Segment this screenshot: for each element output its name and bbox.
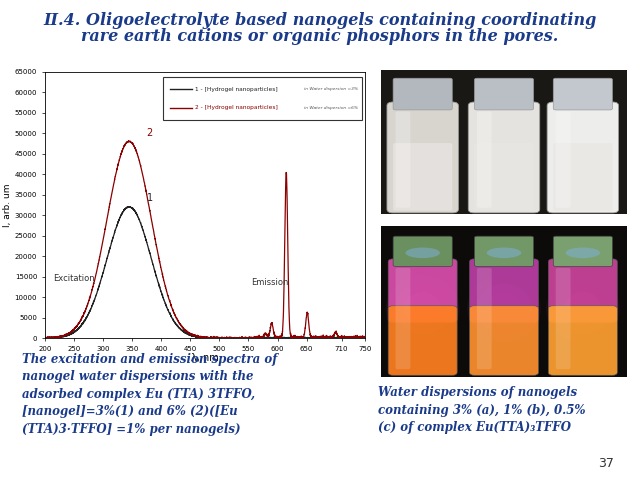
FancyBboxPatch shape (468, 102, 540, 213)
FancyBboxPatch shape (553, 78, 612, 110)
Ellipse shape (555, 284, 611, 334)
Text: Excitation: Excitation (54, 274, 95, 283)
Ellipse shape (476, 284, 532, 334)
Text: Emission: Emission (252, 278, 289, 287)
FancyBboxPatch shape (553, 143, 612, 211)
Text: II.4. Oligoelectrolyte based nanogels containing coordinating: II.4. Oligoelectrolyte based nanogels co… (44, 12, 596, 29)
FancyBboxPatch shape (388, 259, 457, 323)
Bar (163, 77, 362, 120)
FancyBboxPatch shape (477, 268, 492, 369)
Text: 1: 1 (147, 193, 153, 203)
FancyBboxPatch shape (556, 268, 570, 369)
FancyBboxPatch shape (393, 143, 452, 211)
FancyBboxPatch shape (477, 111, 492, 208)
FancyBboxPatch shape (387, 102, 458, 213)
Text: 1 - [Hydrogel nanoparticles]: 1 - [Hydrogel nanoparticles] (195, 87, 278, 92)
Ellipse shape (467, 276, 541, 342)
Text: in Water dispersion =3%: in Water dispersion =3% (304, 87, 358, 91)
Ellipse shape (395, 284, 451, 334)
FancyBboxPatch shape (556, 111, 570, 208)
Text: 2: 2 (147, 128, 153, 138)
FancyBboxPatch shape (470, 259, 538, 323)
FancyBboxPatch shape (548, 259, 618, 323)
Text: in Water dispersion =6%: in Water dispersion =6% (304, 106, 358, 110)
FancyBboxPatch shape (396, 268, 410, 369)
FancyBboxPatch shape (388, 306, 457, 375)
Ellipse shape (546, 276, 620, 342)
FancyBboxPatch shape (396, 111, 410, 208)
Text: 37: 37 (598, 457, 614, 470)
Text: The excitation and emission spectra of
nanogel water dispersions with the
adsorb: The excitation and emission spectra of n… (22, 353, 278, 436)
FancyBboxPatch shape (393, 236, 452, 266)
Text: 2 - [Hydrogel nanoparticles]: 2 - [Hydrogel nanoparticles] (195, 106, 278, 110)
Y-axis label: I, arb. um: I, arb. um (3, 183, 12, 227)
FancyBboxPatch shape (393, 78, 452, 110)
Ellipse shape (564, 292, 602, 325)
Text: Water dispersions of nanogels
containing 3% (a), 1% (b), 0.5%
(c) of complex Eu(: Water dispersions of nanogels containing… (378, 386, 585, 434)
Ellipse shape (404, 292, 441, 325)
Ellipse shape (487, 248, 521, 258)
FancyBboxPatch shape (470, 306, 538, 375)
X-axis label: λ, nm: λ, nm (191, 353, 219, 363)
FancyBboxPatch shape (547, 102, 619, 213)
FancyBboxPatch shape (548, 306, 618, 375)
Ellipse shape (486, 292, 522, 325)
Ellipse shape (406, 248, 440, 258)
FancyBboxPatch shape (553, 236, 612, 266)
FancyBboxPatch shape (474, 78, 534, 110)
FancyBboxPatch shape (474, 236, 534, 266)
FancyBboxPatch shape (474, 143, 534, 211)
Text: rare earth cations or organic phosphors in the pores.: rare earth cations or organic phosphors … (81, 28, 559, 45)
Ellipse shape (386, 276, 460, 342)
Ellipse shape (566, 248, 600, 258)
